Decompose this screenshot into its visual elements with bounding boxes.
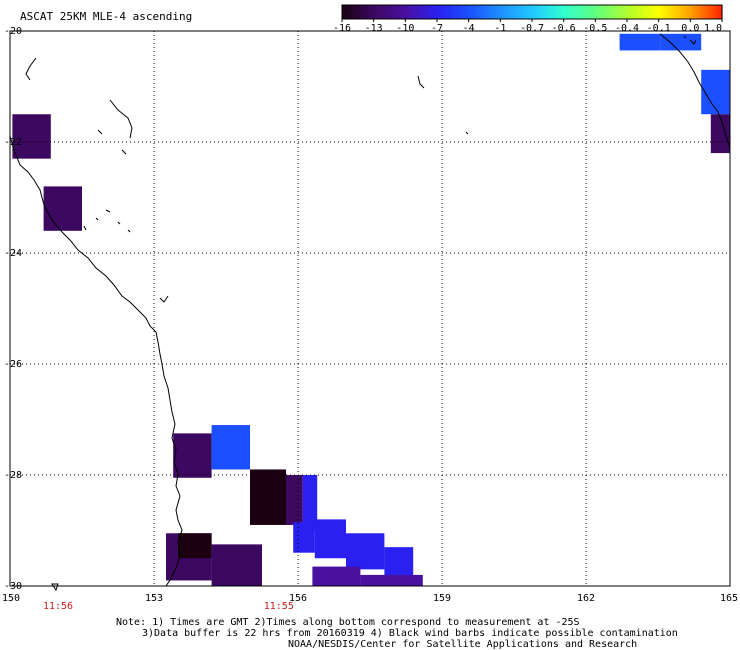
colorbar: -16 -13 -10 -7 -4 -1 -0.7 -0.6 -0.5 -0.4 -0.1 0.0 1.…	[333, 4, 723, 34]
time-labels: 11:56 11:55	[43, 601, 294, 612]
colorbar-label: -0.7	[520, 23, 544, 34]
coast-reef	[417, 75, 425, 89]
colorbar-segment	[373, 5, 406, 19]
colorbar-label: -16	[333, 23, 351, 34]
lat-tick-label: -28	[4, 470, 22, 481]
plot-area: 150 153 156 159 162 165 -20 -22 -24 -26 -28 -30 11:…	[2, 26, 738, 612]
coast-mainland	[9, 135, 183, 587]
wind-cell	[286, 475, 303, 525]
wind-cell	[619, 33, 661, 51]
coast-fragment	[109, 99, 133, 139]
wind-cells	[12, 33, 730, 586]
wind-cell	[173, 433, 212, 478]
wind-cell	[302, 475, 318, 531]
wind-cell	[346, 533, 385, 570]
colorbar-label: -7	[431, 23, 443, 34]
coast-fragment	[97, 129, 103, 135]
colorbar-segment	[658, 5, 691, 19]
colorbar-label: 1.0	[704, 23, 722, 34]
wind-cell	[211, 544, 262, 586]
map-title: ASCAT 25KM MLE-4 ascending	[20, 10, 192, 23]
time-label: 11:56	[43, 601, 73, 612]
colorbar-label: -0.6	[552, 23, 576, 34]
footnote-line-1: Note: 1) Times are GMT 2)Times along bot…	[116, 617, 580, 628]
plot-frame	[9, 30, 731, 587]
footnote-line-2: 3)Data buffer is 22 hrs from 20160319 4)…	[142, 628, 678, 639]
wind-cell	[312, 566, 361, 586]
coast-fragment	[159, 295, 169, 303]
lon-tick-label: 156	[289, 593, 307, 604]
colorbar-label: -1	[494, 23, 506, 34]
coast-reef	[465, 131, 469, 135]
time-label: 11:55	[264, 601, 294, 612]
lat-tick-label: -24	[4, 248, 22, 259]
colorbar-label: -10	[396, 23, 414, 34]
wind-cell	[701, 69, 730, 115]
colorbar-segment	[563, 5, 596, 19]
lon-tick-label: 153	[145, 593, 163, 604]
lat-tick-label: -26	[4, 359, 22, 370]
coast-islets	[83, 209, 131, 233]
colorbar-segment	[532, 5, 565, 19]
colorbar-label: -0.5	[583, 23, 607, 34]
coastline	[9, 33, 731, 592]
lon-tick-label: 159	[433, 593, 451, 604]
coast-new-caledonia	[659, 33, 731, 149]
footnote-line-3: NOAA/NESDIS/Center for Satellite Applica…	[288, 639, 637, 650]
lon-tick-label: 165	[720, 593, 738, 604]
wind-cell	[43, 186, 82, 231]
colorbar-label: -4	[463, 23, 475, 34]
colorbar-segment	[405, 5, 438, 19]
lon-tick-label: 162	[577, 593, 595, 604]
colorbar-label: -0.1	[647, 23, 671, 34]
colorbar-segment	[690, 5, 723, 19]
wind-cell	[211, 425, 250, 470]
wind-cell	[12, 114, 51, 159]
axis-tick-labels: 150 153 156 159 162 165 -20 -22 -24 -26 -28 -30	[2, 26, 738, 604]
coast-islets	[683, 35, 697, 45]
graticule	[10, 31, 730, 586]
coast-fragment	[25, 57, 37, 81]
colorbar-segment	[468, 5, 501, 19]
colorbar-segment	[627, 5, 660, 19]
colorbar-label: 0.0	[681, 23, 699, 34]
wind-cell	[314, 519, 346, 559]
coast-islet	[51, 583, 59, 592]
colorbar-segment	[342, 5, 375, 19]
colorbar-segment	[595, 5, 628, 19]
wind-cell	[293, 522, 315, 553]
lat-tick-label: -30	[4, 581, 22, 592]
wind-cell	[710, 114, 730, 154]
colorbar-segment	[437, 5, 470, 19]
wind-cell	[660, 33, 702, 51]
lat-tick-label: -22	[4, 137, 22, 148]
wind-cell	[250, 469, 286, 525]
colorbar-segment	[500, 5, 533, 19]
wind-cell	[178, 533, 212, 559]
colorbar-label: -13	[365, 23, 383, 34]
lat-tick-label: -20	[4, 26, 22, 37]
wind-cell	[384, 547, 414, 578]
colorbar-label: -0.4	[615, 23, 639, 34]
coast-fragment	[121, 149, 127, 155]
wind-cell	[360, 574, 423, 586]
lon-tick-label: 150	[2, 593, 20, 604]
